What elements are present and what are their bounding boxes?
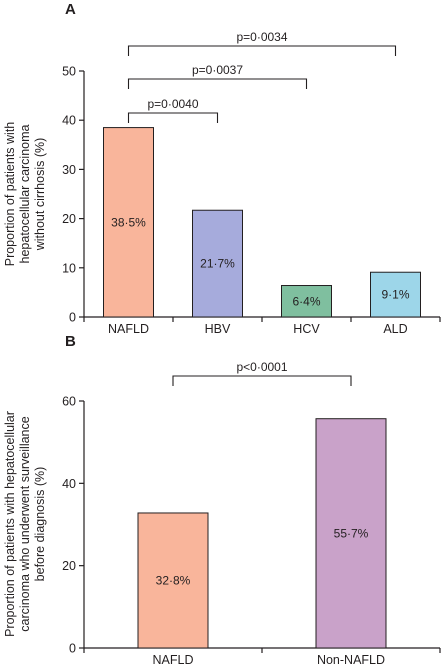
b-x-tick-label-non-nafld: Non-NAFLD [317,653,385,666]
a-y-tick-label: 10 [62,261,76,275]
a-bar-label-nafld: 38·5% [111,215,146,229]
a-comparison-bracket [127,112,219,123]
panel-a-letter: A [65,1,76,18]
a-p-value-label: p=0·0037 [192,63,243,77]
b-comparison-bracket [172,375,352,386]
b-y-tick-label: 20 [62,559,76,573]
a-y-tick-label: 50 [62,65,76,79]
b-p-value-label: p<0·0001 [236,360,287,374]
a-y-tick-label: 30 [62,163,76,177]
a-p-value-label: p=0·0040 [147,97,198,111]
panel-b-chart: 0 20 40 60 Proportion of patients with hepat… [3,360,441,666]
b-y-axis-label: Proportion of patients with hepatocellul… [3,411,17,637]
a-comparison-bracket [127,78,308,89]
a-bar-hcv [281,285,332,318]
b-y-axis-label: carcinoma who underwent surveillance [18,416,32,631]
panel-b-letter: B [65,333,76,350]
a-x-tick-label-nafld: NAFLD [108,322,149,336]
a-x-tick-label-hbv: HBV [205,322,231,336]
a-bar-label-ald: 9·1% [381,288,409,302]
a-y-axis-label: hepatocellular carcinoma [18,124,32,263]
a-x-tick-label-ald: ALD [383,322,407,336]
b-bar-non-nafld [315,418,387,649]
b-bar-label-nafld: 32·8% [156,573,191,587]
b-bar-nafld [137,512,209,649]
a-y-axis-label: without cirrhosis (%) [33,138,47,252]
b-y-tick-label: 0 [69,642,76,656]
b-bar-label-non-nafld: 55·7% [334,526,369,540]
b-y-tick-label: 40 [62,477,76,491]
a-p-value-label: p=0·0034 [236,30,287,44]
a-bar-label-hbv: 21·7% [200,257,235,271]
a-comparison-bracket [127,45,397,56]
b-x-tick-label-nafld: NAFLD [153,653,194,666]
a-y-tick-label: 40 [62,114,76,128]
a-x-tick-label-hcv: HCV [293,322,320,336]
a-bar-nafld [103,127,154,318]
panel-a-chart: 0 10 20 30 40 50 Proportion of patients with he… [3,30,441,336]
a-y-tick-label: 20 [62,212,76,226]
a-y-tick-label: 0 [69,311,76,325]
a-bar-ald [370,271,421,318]
b-y-tick-label: 60 [62,395,76,409]
a-bar-label-hcv: 6·4% [292,294,320,308]
b-y-axis-label: before diagnosis (%) [33,467,47,582]
a-y-axis-label: Proportion of patients with [3,122,17,267]
a-bar-hbv [192,209,243,318]
